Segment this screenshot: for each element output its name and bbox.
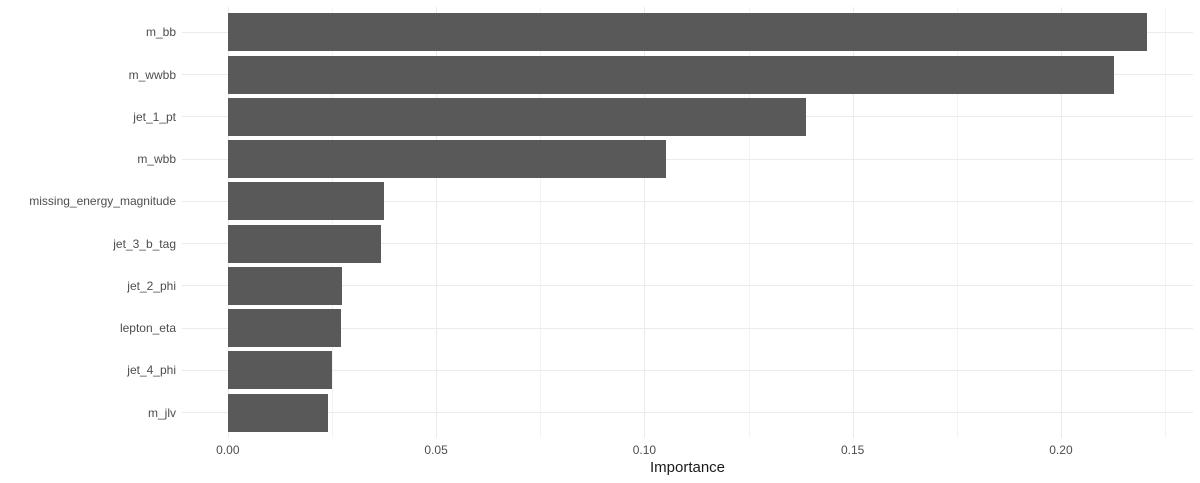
- bar: [227, 351, 332, 390]
- gridline-vertical-minor: [748, 7, 750, 438]
- category-label: lepton_eta: [119, 321, 176, 336]
- category-label: m_bb: [145, 25, 176, 40]
- x-axis-title: Importance: [649, 459, 726, 476]
- category-label: jet_4_phi: [127, 363, 176, 378]
- x-tick-label: 0.00: [216, 443, 240, 457]
- category-label: m_jlv: [147, 405, 176, 420]
- gridline-vertical-major: [852, 7, 854, 438]
- bar: [227, 266, 343, 305]
- gridline-horizontal-major: [182, 327, 1193, 329]
- x-tick-label: 0.20: [1049, 443, 1073, 457]
- plot-panel: [182, 7, 1193, 438]
- gridline-horizontal-major: [182, 243, 1193, 245]
- gridline-horizontal-major: [182, 158, 1193, 160]
- x-tick-label: 0.15: [840, 443, 865, 457]
- bar: [227, 224, 381, 263]
- gridline-vertical-major: [1060, 7, 1062, 438]
- gridline-horizontal-major: [182, 412, 1193, 414]
- bar: [227, 55, 1115, 94]
- category-label: missing_energy_magnitude: [29, 194, 176, 209]
- bar: [227, 13, 1148, 52]
- x-tick-label: 0.05: [424, 443, 448, 457]
- category-label: jet_1_pt: [133, 109, 176, 124]
- gridline-vertical-minor: [331, 7, 333, 438]
- bar: [227, 140, 667, 179]
- x-tick-label: 0.10: [632, 443, 657, 457]
- gridline-vertical-minor: [956, 7, 958, 438]
- gridline-horizontal-major: [182, 285, 1193, 287]
- bar: [227, 182, 385, 221]
- bar: [227, 97, 807, 136]
- category-label: m_wwbb: [128, 67, 176, 82]
- gridline-vertical-major: [227, 7, 229, 438]
- category-label: jet_3_b_tag: [113, 236, 176, 251]
- gridline-vertical-major: [436, 7, 438, 438]
- gridline-vertical-minor: [540, 7, 542, 438]
- gridline-horizontal-major: [182, 200, 1193, 202]
- gridline-vertical-minor: [1165, 7, 1167, 438]
- gridline-vertical-major: [644, 7, 646, 438]
- bar: [227, 309, 341, 348]
- category-label: m_wbb: [137, 152, 176, 167]
- category-label: jet_2_phi: [127, 278, 176, 293]
- gridline-horizontal-major: [182, 369, 1193, 371]
- bar: [227, 393, 329, 432]
